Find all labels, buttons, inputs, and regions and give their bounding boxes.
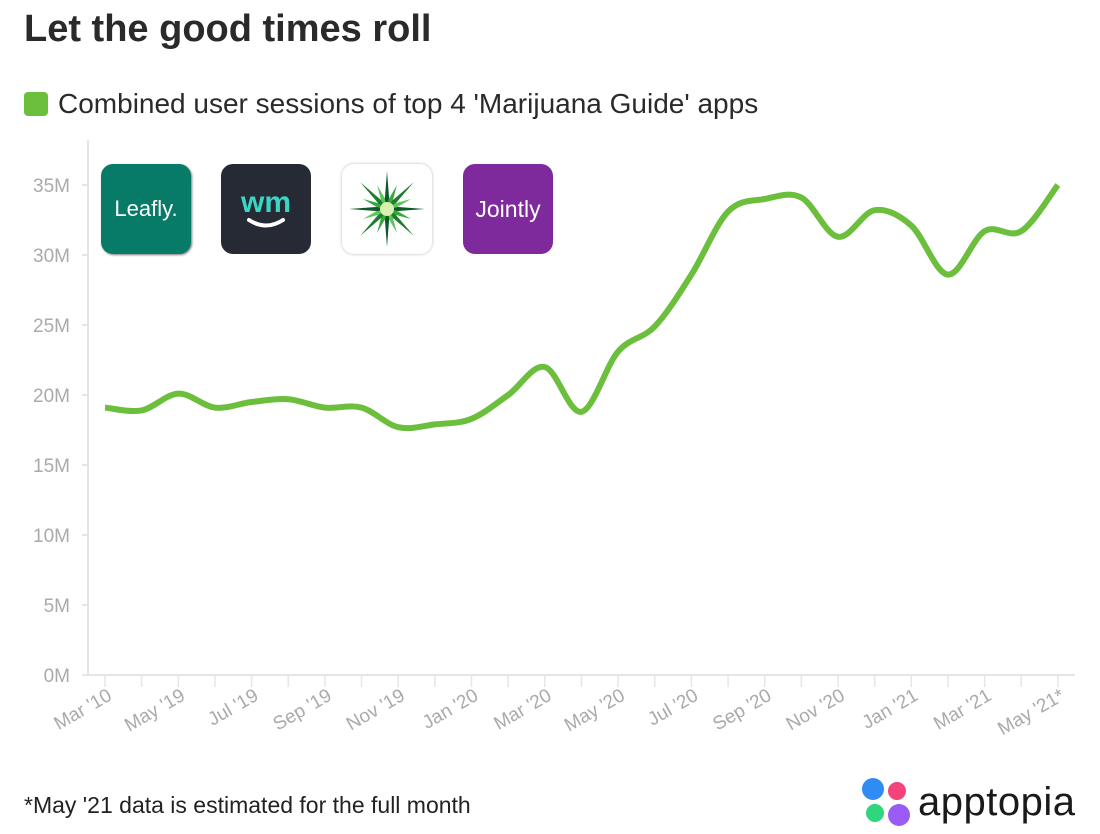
smile-icon (247, 218, 285, 228)
x-tick-label: May '21* (994, 685, 1069, 740)
y-tick-label: 25M (33, 316, 70, 337)
apptopia-logo: apptopia (862, 778, 1075, 826)
x-tick-label: Sep '20 (709, 685, 775, 735)
footnote: *May '21 data is estimated for the full … (24, 792, 471, 818)
chart-title: Let the good times roll (24, 8, 432, 50)
legend-label: Combined user sessions of top 4 'Marijua… (58, 88, 759, 119)
x-tick-label: Nov '20 (783, 685, 849, 735)
x-tick-label: Nov '19 (343, 685, 409, 735)
x-tick-label: May '19 (121, 685, 189, 736)
x-tick-label: Mar '20 (490, 685, 555, 735)
x-tick-label: Jul '20 (644, 685, 702, 730)
x-tick-label: Jan '21 (859, 685, 922, 734)
jointly-app-icon: Jointly (463, 164, 553, 254)
jointly-logo-text: Jointly (475, 195, 541, 222)
y-tick-label: 5M (44, 596, 70, 617)
series-line (104, 183, 1061, 432)
y-tick-label: 35M (33, 176, 70, 197)
x-tick-label: Mar '10 (51, 685, 116, 735)
leafly-app-icon: Leafly. (101, 164, 191, 254)
x-tick-label: Jan '20 (419, 685, 482, 734)
leafly-logo-text: Leafly. (114, 196, 178, 221)
x-tick-label: Jul '19 (205, 685, 263, 730)
x-tick-label: Sep '19 (270, 685, 336, 735)
y-tick-label: 30M (33, 246, 70, 267)
legend: Combined user sessions of top 4 'Marijua… (24, 88, 758, 120)
y-tick-label: 10M (33, 526, 70, 547)
apptopia-logo-icon (862, 778, 910, 826)
x-tick-label: May '20 (561, 685, 629, 736)
y-tick-label: 0M (44, 666, 70, 687)
weedmaps-app-icon: wm (221, 164, 311, 254)
y-tick-label: 15M (33, 456, 70, 477)
x-tick-label: Mar '21 (930, 685, 995, 735)
legend-swatch (24, 92, 48, 116)
weedmaps-logo-text: wm (240, 186, 291, 219)
y-tick-label: 20M (33, 386, 70, 407)
apptopia-wordmark: apptopia (918, 779, 1076, 824)
star-leaf-icon (349, 171, 425, 247)
strain-guide-app-icon (342, 164, 432, 254)
